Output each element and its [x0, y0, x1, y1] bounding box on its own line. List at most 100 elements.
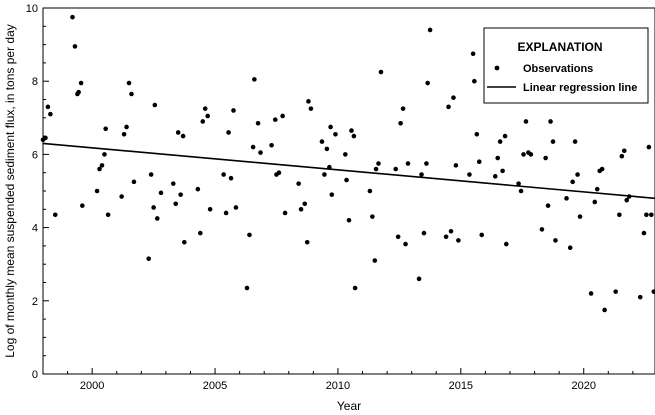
observation-point: [550, 139, 556, 144]
observation-point: [250, 144, 256, 150]
observation-point: [105, 212, 111, 218]
observation-point: [474, 131, 480, 137]
observation-point: [646, 144, 652, 150]
observation-point: [502, 133, 508, 139]
observation-point: [367, 188, 373, 194]
observation-point: [302, 201, 308, 207]
observation-point: [298, 207, 304, 212]
observation-point: [175, 130, 181, 135]
observation-point: [504, 241, 509, 247]
observation-point: [223, 210, 229, 216]
observation-point: [94, 188, 100, 194]
observation-point: [351, 133, 357, 139]
observation-point: [613, 289, 618, 294]
observation-point: [619, 153, 625, 159]
observation-point: [548, 119, 553, 124]
y-tick-label: 10: [26, 3, 38, 15]
observation-point: [333, 131, 338, 137]
observation-point: [78, 80, 84, 86]
observation-point: [528, 152, 534, 157]
observation-point: [372, 258, 378, 263]
legend-regression-label: Linear regression line: [523, 82, 637, 94]
observation-point: [567, 245, 573, 251]
observation-point: [419, 172, 424, 177]
observation-point: [451, 95, 456, 100]
observation-point: [327, 164, 332, 170]
observation-point: [324, 146, 330, 152]
observation-point: [443, 234, 449, 240]
observation-point: [421, 230, 427, 236]
observation-point: [207, 207, 213, 212]
observation-point: [467, 172, 472, 177]
observation-point: [322, 172, 327, 177]
observation-point: [446, 104, 451, 110]
observation-point: [521, 152, 526, 157]
observation-point: [170, 181, 176, 186]
observation-point: [427, 27, 433, 33]
observation-point: [448, 228, 454, 234]
observation-point: [195, 186, 201, 192]
observation-point: [617, 212, 622, 218]
y-tick-label: 6: [32, 149, 38, 161]
observation-point: [121, 131, 127, 137]
observation-point: [621, 148, 627, 154]
observation-point: [516, 181, 521, 186]
observation-point: [158, 190, 164, 196]
x-tick-label: 2000: [80, 380, 104, 392]
regression-line: [42, 142, 655, 200]
observation-point: [129, 91, 134, 97]
observation-point: [495, 155, 500, 161]
observation-point: [244, 285, 250, 291]
y-axis-title: Log of monthly mean suspended sediment f…: [3, 24, 17, 358]
observation-point: [72, 44, 78, 49]
legend-box: [483, 27, 649, 104]
observation-point: [470, 51, 476, 57]
observation-point: [124, 124, 129, 130]
legend-title: EXPLANATION: [517, 40, 602, 54]
observation-point: [304, 239, 310, 245]
observation-point: [102, 152, 107, 157]
observation-point: [252, 77, 257, 82]
observation-point: [416, 276, 422, 282]
observation-point: [599, 166, 605, 172]
observation-point: [43, 135, 48, 141]
observation-point: [131, 179, 137, 185]
observation-point: [228, 175, 234, 181]
observation-point: [373, 166, 379, 172]
observation-point: [602, 307, 607, 313]
observation-point: [173, 201, 179, 207]
observation-point: [282, 210, 288, 216]
observation-point: [395, 234, 401, 240]
observation-point: [146, 256, 151, 262]
observation-point: [425, 80, 430, 86]
observation-point: [479, 232, 485, 238]
observation-point: [405, 161, 411, 166]
observation-point: [624, 197, 630, 203]
observation-point: [472, 78, 477, 84]
observation-point: [48, 111, 53, 117]
observation-point: [329, 192, 335, 197]
observation-point: [152, 102, 158, 108]
observation-point: [343, 152, 348, 157]
observation-point: [349, 128, 354, 133]
legend-observations-label: Observations: [523, 63, 593, 75]
observation-point: [543, 155, 548, 161]
observation-point: [378, 69, 384, 75]
observation-point: [247, 232, 252, 238]
observation-point: [255, 120, 261, 126]
observation-point: [403, 241, 408, 247]
observation-point: [154, 216, 160, 221]
y-tick-label: 4: [32, 223, 38, 235]
observation-point: [346, 217, 352, 223]
observation-point: [649, 212, 654, 218]
observation-point: [182, 239, 187, 245]
observation-point: [344, 177, 349, 183]
observation-point: [637, 294, 643, 300]
observation-point: [280, 113, 285, 119]
axes: 2000 2005 2010 2015 2020 0 2 4 6 8 10: [26, 3, 655, 392]
y-tick-label: 2: [32, 296, 38, 308]
observation-point: [352, 285, 358, 291]
observation-point: [200, 119, 206, 124]
legend: EXPLANATION Observations Linear regressi…: [483, 27, 649, 104]
observation-point: [97, 166, 102, 172]
